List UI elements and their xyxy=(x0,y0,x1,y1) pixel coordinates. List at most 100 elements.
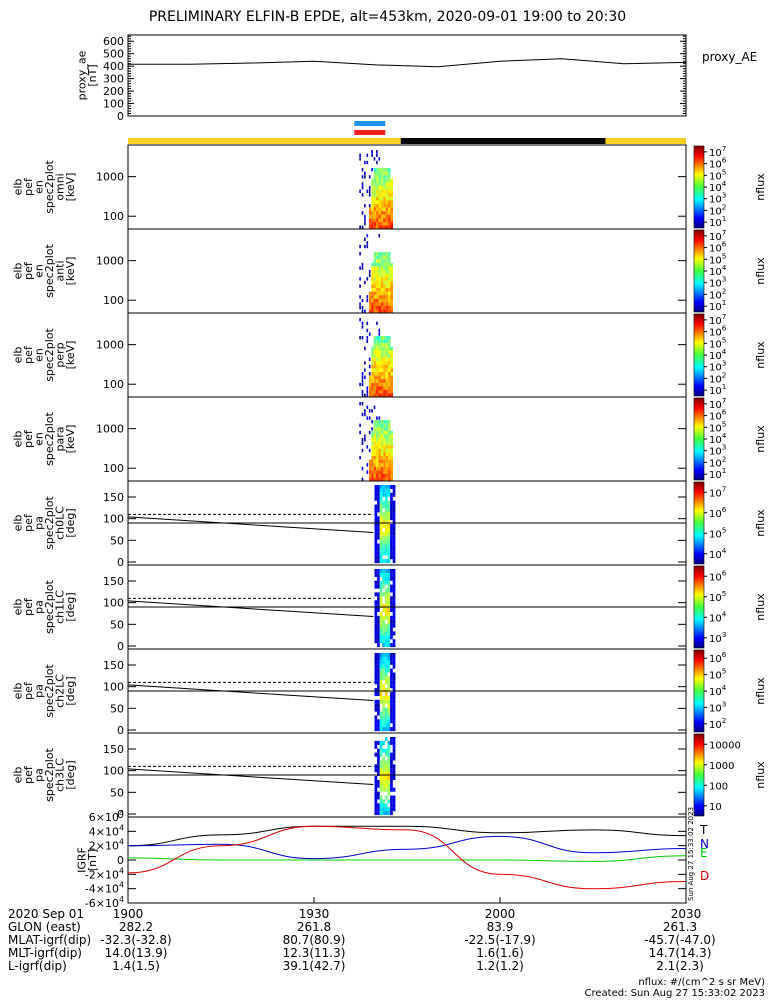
loss-cone-solid-line xyxy=(127,516,374,534)
pitch-angle-cell xyxy=(384,653,388,657)
spectrogram-cell xyxy=(390,434,393,439)
y-tick-label: 150 xyxy=(103,659,124,672)
pitch-angle-cell xyxy=(374,664,378,669)
spectrogram-cell xyxy=(373,222,377,226)
pitch-angle-cell xyxy=(392,584,396,589)
spectrogram-cell xyxy=(364,214,366,219)
pitch-angle-cell xyxy=(390,752,393,757)
spectrogram-cell xyxy=(380,474,384,478)
pitch-angle-cell xyxy=(377,615,380,620)
pitch-angle-cell xyxy=(384,592,388,597)
spectrogram-cell xyxy=(388,375,391,380)
colorbar-label-text: nflux xyxy=(754,761,767,789)
pitch-angle-cell xyxy=(377,488,380,493)
pitch-angle-cell xyxy=(374,740,378,745)
pitch-angle-cell xyxy=(387,772,391,777)
spectrogram-cell xyxy=(364,218,366,222)
spectrogram-cell xyxy=(380,339,384,344)
colorbar-tick-label: 10 xyxy=(709,802,722,813)
pitch-angle-cell xyxy=(379,508,383,513)
y-tick-label: 600 xyxy=(103,35,124,48)
spectrogram-cell xyxy=(371,420,373,424)
pitch-angle-cell xyxy=(392,535,396,540)
spectrogram-cell xyxy=(378,222,381,226)
spectrogram-cell xyxy=(376,186,379,190)
spectrogram-cell xyxy=(388,368,391,373)
y-tick-label: 0 xyxy=(117,110,124,123)
spectrogram-cell xyxy=(380,295,384,299)
spectrogram-cell xyxy=(371,438,374,442)
pitch-angle-cell xyxy=(379,596,383,601)
pitch-angle-cell xyxy=(377,555,380,560)
spectrogram-cell xyxy=(380,252,384,256)
pitch-angle-cell xyxy=(374,492,378,497)
pitch-angle-cell xyxy=(382,559,385,564)
spectrogram-cell xyxy=(376,470,379,475)
spectrogram-cell xyxy=(388,288,391,292)
spectrogram-cell xyxy=(376,178,379,183)
spectrogram-cell xyxy=(388,379,391,383)
pitch-angle-cell xyxy=(374,524,378,528)
spectrogram-cell xyxy=(368,430,371,435)
ylabel-line: [deg] xyxy=(64,508,77,537)
colorbar-tick-label: 105 xyxy=(709,667,726,682)
spectrogram-cell xyxy=(366,405,369,409)
pitch-angle-cell xyxy=(387,760,391,765)
pitch-angle-cell xyxy=(374,508,378,513)
ylabel-line: pef xyxy=(22,513,35,532)
pitch-angle-cell xyxy=(390,535,393,540)
spectrogram-cell xyxy=(383,270,386,274)
ylabel-line: elb xyxy=(12,431,25,448)
spectrogram-cell xyxy=(359,423,361,427)
spectrogram-cell xyxy=(390,218,393,223)
spectrogram-cell xyxy=(364,309,366,313)
pitch-angle-cell xyxy=(384,600,388,605)
spectrogram-colorbar xyxy=(693,145,705,229)
colorbar-tick-label: 102 xyxy=(709,716,726,731)
pitch-angle-cell xyxy=(387,592,391,597)
spectrogram-cell xyxy=(385,445,389,449)
footnotes: nflux: #/(cm^2 s sr MeV) Created: Sun Au… xyxy=(585,977,765,999)
spectrogram-cell xyxy=(359,382,361,387)
spectrogram-cell xyxy=(373,255,377,260)
spectrogram-cell xyxy=(373,427,377,431)
pitch-angle-cell xyxy=(379,572,383,577)
pitch-angle-cell xyxy=(382,631,385,636)
spectrogram-cell xyxy=(385,196,389,201)
pitch-angle-cell xyxy=(379,520,383,525)
spectrogram-cell xyxy=(388,189,391,194)
spectrogram-cell xyxy=(388,211,391,215)
pitch-angle-cell xyxy=(387,580,391,585)
spectrogram-cell xyxy=(378,295,381,299)
spectrogram-cell xyxy=(380,427,384,431)
pitch-angle-cell xyxy=(377,727,380,732)
spectrogram-cell xyxy=(390,438,393,442)
spectrogram-cell xyxy=(368,409,371,413)
pitch-angle-cell xyxy=(379,488,383,493)
pitch-angle-cell xyxy=(387,576,391,581)
spectrogram-cell xyxy=(383,259,386,263)
zone-marker-blue xyxy=(354,121,386,126)
spectrogram-cells xyxy=(359,150,393,230)
spectrogram-cell xyxy=(388,427,391,431)
spectrogram-cell xyxy=(390,386,393,391)
spectrogram-cell xyxy=(368,193,371,197)
pitch-angle-cell xyxy=(390,811,393,816)
pitch-angle-cell xyxy=(379,604,383,609)
spectrogram-cell xyxy=(373,259,377,263)
pitch-angle-cell xyxy=(382,524,385,528)
units-note: nflux: #/(cm^2 s sr MeV) xyxy=(638,977,765,988)
pitch-angle-cell xyxy=(390,779,393,784)
pitch-angle-cell xyxy=(379,543,383,548)
spectrogram-cell xyxy=(380,171,384,176)
pitch-angle-cell xyxy=(379,516,383,521)
pitch-angle-cell xyxy=(384,608,388,612)
pitch-angle-cell xyxy=(382,656,385,661)
footer-row-value: 39.1(42.7) xyxy=(282,959,346,973)
spectrogram-cell xyxy=(383,255,386,260)
ylabel-line: spec2plot xyxy=(43,748,56,802)
spectrogram-cell xyxy=(359,456,361,460)
spectrogram-cell xyxy=(383,168,386,172)
